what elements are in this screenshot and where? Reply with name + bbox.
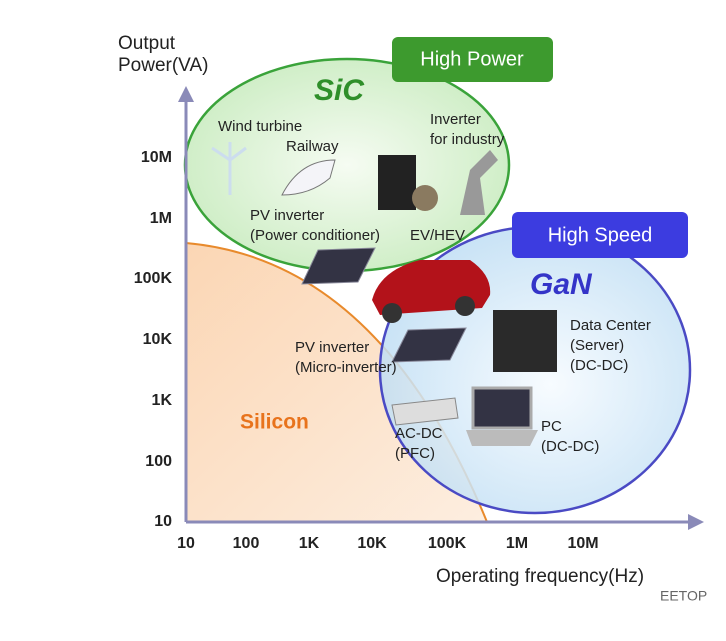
watermark: EETOP (660, 588, 707, 604)
application-label: (Power conditioner) (250, 227, 380, 244)
car-wheel (455, 296, 475, 316)
application-label: Inverter (430, 111, 481, 128)
application-label: PV inverter (250, 207, 324, 224)
high-speed-label: High Speed (548, 224, 653, 246)
silicon-label: Silicon (240, 411, 309, 434)
server-icon (493, 310, 557, 372)
x-tick-label: 1K (299, 535, 320, 552)
sic-label: SiC (314, 74, 365, 107)
application-label: (PFC) (395, 445, 435, 462)
y-tick-label: 1K (152, 392, 173, 409)
application-label: Wind turbine (218, 118, 302, 135)
acdc-icon (391, 397, 459, 426)
wind-turbine-icon (211, 142, 247, 195)
application-label: PV inverter (295, 339, 369, 356)
pv-panel-icon (301, 247, 376, 285)
y-tick-label: 100K (134, 270, 173, 287)
motor-icon (412, 185, 438, 211)
y-arrow (178, 86, 194, 102)
application-label: PC (541, 418, 562, 435)
y-tick-label: 10M (141, 149, 172, 166)
x-axis-title: Operating frequency(Hz) (436, 566, 644, 587)
application-label: Railway (286, 138, 339, 155)
high-power-label: High Power (420, 48, 524, 70)
x-tick-label: 10 (177, 535, 195, 552)
pc-icon (471, 386, 533, 430)
application-label: EV/HEV (410, 227, 465, 244)
y-tick-label: 1M (150, 210, 172, 227)
y-axis-title: Output (118, 33, 176, 54)
robot-icon (460, 150, 498, 215)
application-label: (Micro-inverter) (295, 359, 397, 376)
high-speed-box (512, 212, 688, 258)
high-power-box (392, 37, 553, 82)
car-wheel (382, 303, 402, 323)
application-label: (DC-DC) (541, 438, 599, 455)
application-label: (DC-DC) (570, 357, 628, 374)
application-label: AC-DC (395, 425, 443, 442)
x-tick-label: 10M (567, 535, 598, 552)
gan-label: GaN (530, 268, 593, 301)
y-tick-label: 100 (145, 453, 172, 470)
y-axis-title: Power(VA) (118, 55, 208, 76)
pc-base (466, 430, 538, 446)
train-icon (281, 159, 336, 196)
application-label: (Server) (570, 337, 624, 354)
x-tick-label: 1M (506, 535, 528, 552)
x-tick-label: 100K (428, 535, 467, 552)
y-tick-label: 10K (143, 331, 173, 348)
x-arrow (688, 514, 704, 530)
application-label: Data Center (570, 317, 651, 334)
application-label: for industry (430, 131, 505, 148)
micro-pv-icon (391, 327, 467, 363)
y-tick-label: 10 (154, 513, 172, 530)
inverter-icon (378, 155, 416, 210)
x-tick-label: 100 (233, 535, 260, 552)
x-tick-label: 10K (357, 535, 387, 552)
